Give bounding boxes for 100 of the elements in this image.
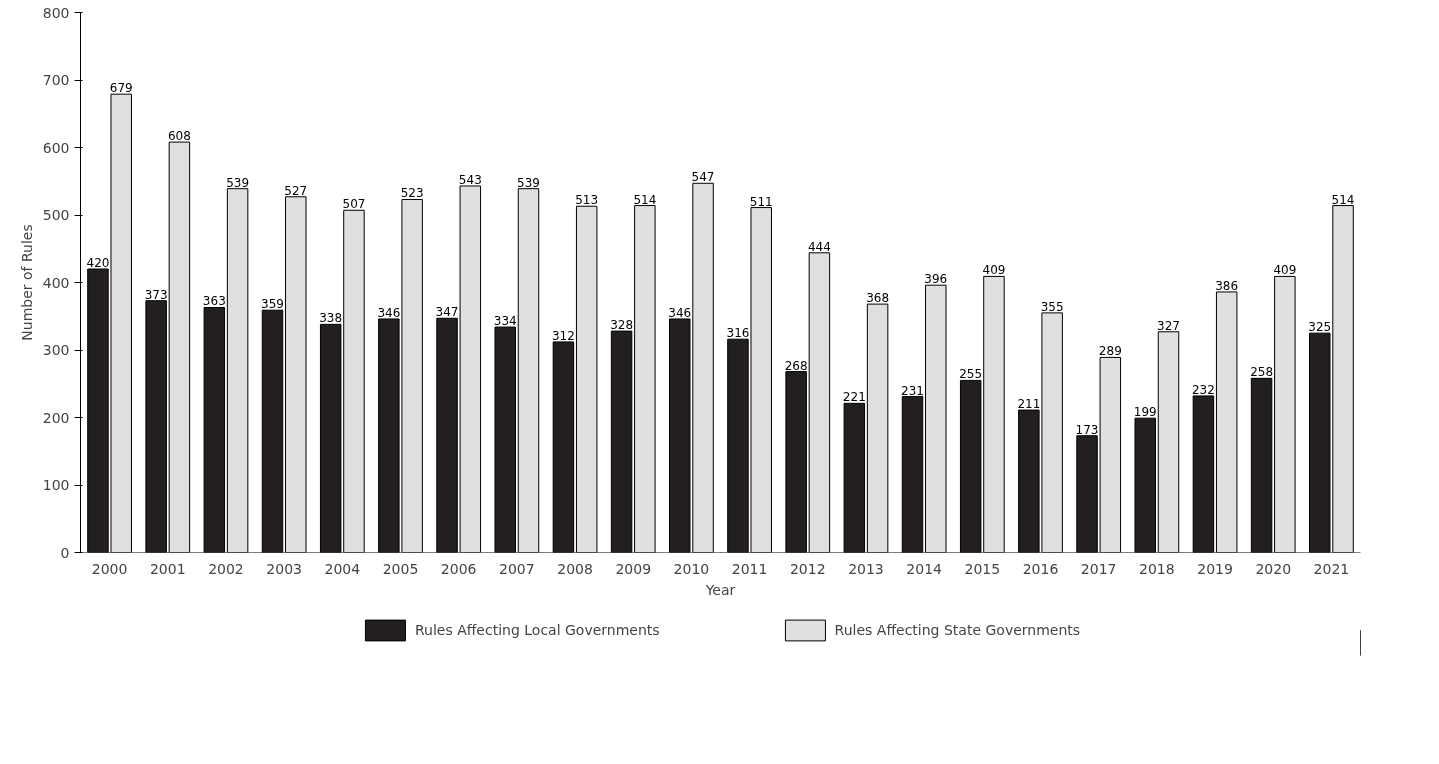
y-tick-label: 300 xyxy=(42,342,70,358)
x-tick-label: 2007 xyxy=(499,560,535,577)
data-label: 409 xyxy=(1273,263,1297,278)
y-tick-label: 0 xyxy=(60,544,70,561)
data-label: 679 xyxy=(109,81,133,96)
data-label: 268 xyxy=(784,358,808,373)
bar xyxy=(808,252,831,553)
data-label: 258 xyxy=(1250,365,1274,380)
bar xyxy=(925,284,947,553)
y-tick-label: 400 xyxy=(42,274,70,291)
data-label: 355 xyxy=(1040,299,1064,314)
y-tick-label: 200 xyxy=(42,409,70,426)
x-tick-label: 2003 xyxy=(266,560,302,577)
data-label: 539 xyxy=(517,175,540,190)
data-label: 543 xyxy=(458,172,482,187)
data-label: 527 xyxy=(284,183,308,198)
x-axis-title: Year xyxy=(704,581,736,598)
data-label: 232 xyxy=(1191,382,1215,397)
bar xyxy=(866,303,889,553)
x-tick-label: 2009 xyxy=(615,560,652,577)
data-label: 363 xyxy=(202,294,226,309)
bar xyxy=(494,326,516,553)
data-label: 221 xyxy=(842,390,866,405)
data-label: 334 xyxy=(493,314,517,329)
data-label: 523 xyxy=(400,186,424,201)
data-label: 539 xyxy=(226,175,250,190)
bar xyxy=(575,205,598,553)
x-tick-label: 2010 xyxy=(673,560,710,577)
data-label: 608 xyxy=(167,129,191,144)
bar xyxy=(1157,331,1180,553)
x-tick-label: 2001 xyxy=(149,560,186,577)
data-label: 346 xyxy=(377,305,401,320)
bar xyxy=(843,402,866,553)
bar xyxy=(610,330,633,553)
data-label: 312 xyxy=(551,328,575,343)
x-tick-label: 2002 xyxy=(208,560,244,577)
x-tick-label: 2013 xyxy=(848,560,884,577)
x-tick-label: 2012 xyxy=(789,560,826,577)
bar xyxy=(261,309,284,553)
bar xyxy=(785,371,807,553)
bar xyxy=(634,205,656,553)
legend-label: Rules Affecting Local Governments xyxy=(414,622,660,638)
data-label: 173 xyxy=(1075,422,1099,437)
x-tick-label: 2017 xyxy=(1080,560,1117,577)
bar xyxy=(517,188,540,553)
data-label: 373 xyxy=(144,287,168,302)
x-tick-label: 2005 xyxy=(382,560,419,577)
data-label: 211 xyxy=(1017,397,1041,412)
x-tick-label: 2006 xyxy=(440,560,477,577)
x-tick-label: 2014 xyxy=(906,560,943,577)
y-tick-label: 600 xyxy=(42,139,70,156)
data-label: 325 xyxy=(1308,320,1332,335)
data-label: 231 xyxy=(901,383,924,398)
data-label: 347 xyxy=(435,305,459,320)
data-label: 513 xyxy=(575,193,599,208)
bar xyxy=(203,306,226,553)
legend-label: Rules Affecting State Governments xyxy=(834,622,1081,638)
data-label: 327 xyxy=(1157,318,1180,333)
x-tick-label: 2000 xyxy=(91,560,128,577)
bar xyxy=(145,300,167,553)
data-label: 289 xyxy=(1098,344,1122,359)
data-label: 338 xyxy=(319,311,343,326)
data-label: 514 xyxy=(1331,192,1355,207)
y-axis-title: Number of Rules xyxy=(18,224,35,341)
x-tick-label: 2008 xyxy=(557,560,593,577)
data-label: 444 xyxy=(807,239,831,254)
x-tick-label: 2021 xyxy=(1313,560,1350,577)
data-label: 420 xyxy=(86,256,110,270)
bar xyxy=(901,396,924,553)
x-tick-label: 2011 xyxy=(731,560,768,577)
y-tick-label: 100 xyxy=(42,477,70,493)
bar xyxy=(552,341,575,553)
bar xyxy=(1134,417,1156,553)
data-label: 316 xyxy=(726,326,750,341)
data-label: 255 xyxy=(959,367,983,382)
y-tick-label: 500 xyxy=(42,207,70,223)
bar xyxy=(1274,275,1296,553)
data-label: 368 xyxy=(866,291,890,306)
x-tick-label: 2016 xyxy=(1022,560,1059,577)
bar xyxy=(168,141,191,553)
y-tick-label: 700 xyxy=(42,72,70,88)
x-tick-label: 2018 xyxy=(1139,560,1175,577)
data-label: 199 xyxy=(1133,405,1157,420)
bar xyxy=(1215,291,1238,553)
x-tick-label: 2020 xyxy=(1255,560,1292,577)
data-label: 547 xyxy=(691,170,715,185)
bar xyxy=(1192,395,1215,553)
x-tick-label: 2015 xyxy=(964,560,1001,577)
data-label: 514 xyxy=(633,192,657,207)
y-tick-label: 800 xyxy=(42,4,70,21)
data-label: 386 xyxy=(1215,278,1239,293)
data-label: 346 xyxy=(668,305,692,320)
data-label: 359 xyxy=(261,297,284,312)
data-label: 507 xyxy=(342,197,366,212)
bar xyxy=(226,188,249,553)
x-tick-label: 2019 xyxy=(1197,560,1233,577)
bar xyxy=(1250,377,1273,553)
data-label: 511 xyxy=(749,194,773,209)
bar xyxy=(285,196,307,553)
data-label: 396 xyxy=(924,272,948,287)
